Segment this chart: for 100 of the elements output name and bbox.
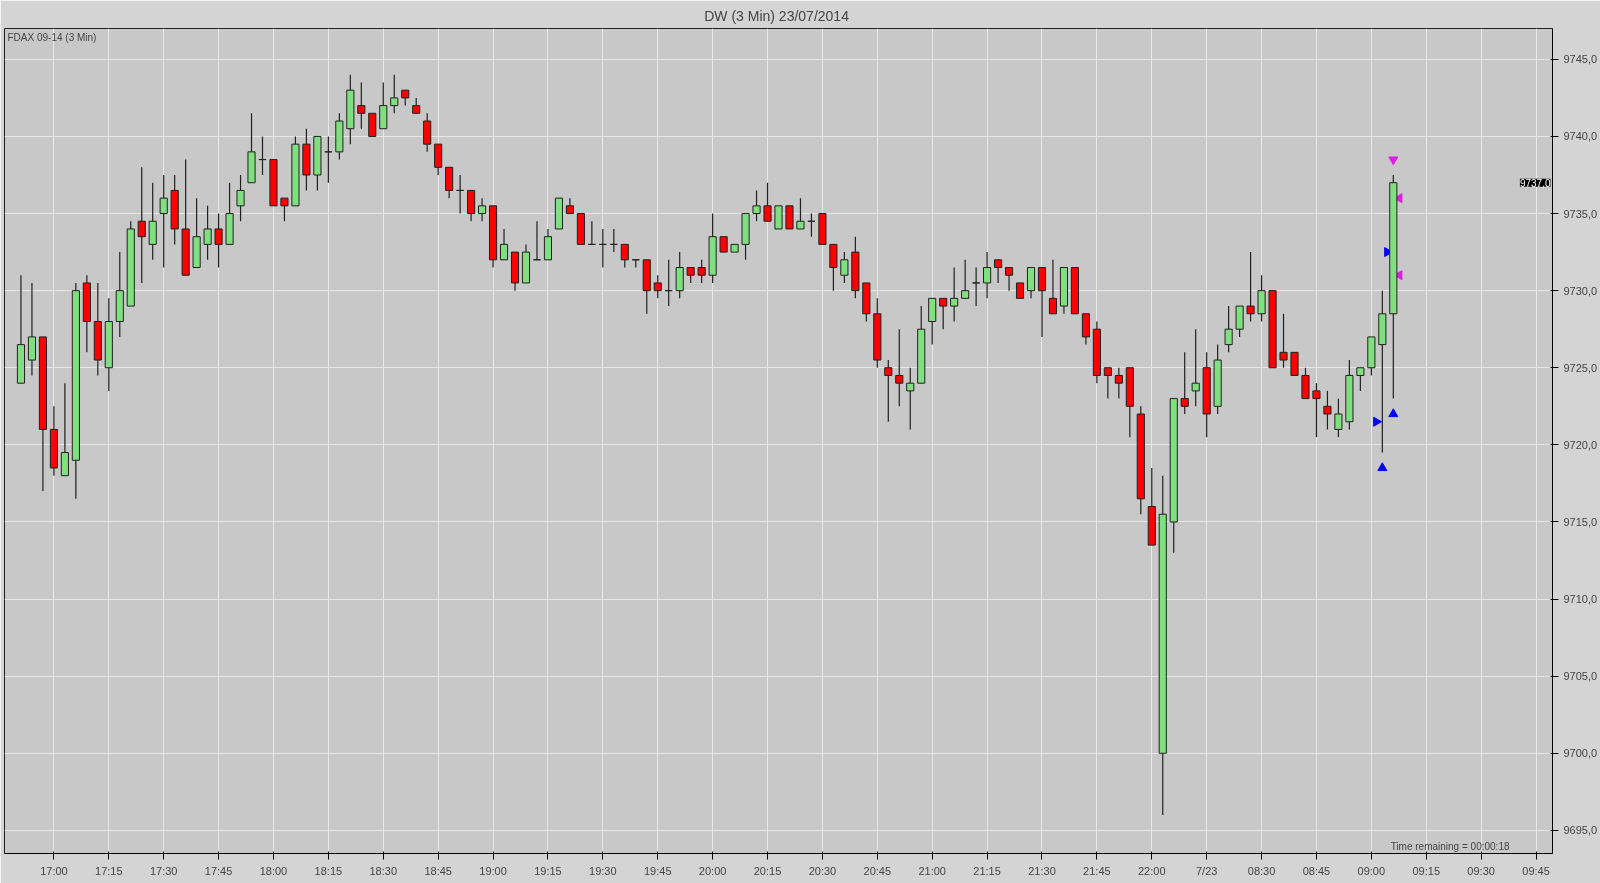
candlestick (1323, 390, 1332, 431)
candlestick (1224, 305, 1233, 353)
candlestick (653, 274, 662, 299)
x-tick-label: 08:45 (1302, 864, 1331, 877)
candlestick (840, 251, 849, 284)
candlestick (379, 81, 388, 130)
candlestick (324, 135, 333, 184)
candlestick (280, 197, 289, 222)
x-tick-label: 17:45 (204, 864, 233, 877)
x-tick-label: 21:00 (918, 864, 946, 877)
x-tick-label: 17:15 (95, 864, 123, 877)
x-tick-label: 20:45 (863, 864, 892, 877)
x-tick-label: 7/23 (1195, 864, 1218, 877)
candlestick (60, 382, 69, 477)
candlestick (1279, 313, 1288, 369)
y-tick-label: 9695,0 (1563, 824, 1598, 837)
x-tick-label: 22:00 (1138, 864, 1166, 877)
y-tick-label: 9740,0 (1563, 130, 1598, 143)
y-tick-label: 9730,0 (1563, 284, 1598, 297)
candlestick (785, 205, 794, 230)
candlestick (1048, 259, 1058, 315)
candlestick (1334, 397, 1343, 438)
annotation: 9737,0 (1519, 177, 1551, 189)
candlestick (1103, 367, 1112, 400)
candlestick (884, 359, 893, 423)
candlestick (478, 197, 487, 222)
candlestick (1037, 266, 1047, 338)
candlestick (423, 112, 432, 153)
x-tick-label: 17:00 (40, 864, 68, 877)
x-tick-label: 18:00 (259, 864, 288, 877)
candlestick (1026, 266, 1036, 299)
candlestick (763, 182, 772, 222)
x-tick-label: 09:15 (1412, 864, 1441, 877)
candlestick (214, 212, 223, 269)
candlestick (1301, 367, 1310, 400)
candlestick (774, 205, 783, 230)
candlestick (829, 243, 838, 292)
candlestick (434, 143, 443, 176)
x-tick-label: 18:45 (424, 864, 452, 877)
x-tick-label: 20:15 (753, 864, 782, 877)
candlestick (148, 182, 157, 261)
candlestick (27, 282, 37, 377)
x-tick-label: 21:15 (973, 864, 1001, 877)
candlestick (895, 328, 904, 407)
x-tick-label: 19:00 (479, 864, 507, 877)
x-tick-label: 21:30 (1028, 864, 1056, 877)
candlestick (961, 259, 970, 299)
x-tick-label: 20:30 (808, 864, 837, 877)
candlestick (796, 197, 805, 230)
candlestick (159, 174, 168, 269)
candlestick (203, 205, 212, 261)
candlestick (137, 166, 146, 284)
candlestick (972, 266, 981, 307)
candlestick (675, 251, 684, 299)
x-tick-label: 08:30 (1247, 864, 1276, 877)
annotation: Time remaining = 00:00:18 (1390, 840, 1510, 852)
y-tick-label: 9715,0 (1563, 515, 1598, 528)
candlestick (543, 228, 553, 261)
candlestick (1235, 305, 1244, 338)
candlestick (928, 297, 937, 346)
candlestick (939, 297, 948, 330)
candlestick (1180, 351, 1189, 415)
candlestick (357, 81, 366, 130)
y-tick-label: 9735,0 (1563, 207, 1598, 220)
y-tick-label: 9745,0 (1563, 53, 1598, 66)
candlestick (1290, 351, 1299, 377)
x-tick-label: 09:30 (1467, 864, 1495, 877)
candlestick (1356, 367, 1365, 392)
x-tick-label: 19:45 (643, 864, 672, 877)
candlestick (1246, 251, 1255, 323)
x-tick-label: 17:30 (149, 864, 178, 877)
candlestick (1191, 328, 1200, 407)
candlestick (620, 243, 629, 269)
x-tick-label: 20:00 (698, 864, 727, 877)
candlestick (906, 367, 915, 431)
candlestick (983, 251, 992, 299)
y-tick-label: 9720,0 (1563, 438, 1598, 451)
x-tick-label: 19:15 (534, 864, 562, 877)
candlestick (390, 74, 399, 114)
candlestick (697, 259, 706, 284)
candlestick (499, 228, 509, 261)
x-tick-label: 19:30 (589, 864, 617, 877)
y-tick-label: 9725,0 (1563, 361, 1598, 374)
y-tick-label: 9705,0 (1563, 670, 1598, 683)
chart-title: DW (3 Min) 23/07/2014 (704, 7, 850, 24)
candlestick (1257, 274, 1266, 323)
candlestick (1114, 367, 1123, 400)
x-tick-label: 18:30 (369, 864, 398, 877)
x-tick-label: 18:15 (314, 864, 343, 877)
candlestick (1004, 266, 1014, 292)
chart-subtitle: FDAX 09-14 (3 Min) (7, 31, 97, 43)
candlestick (752, 189, 761, 222)
candlestick (236, 174, 245, 222)
candlestick (994, 259, 1003, 284)
candlestick (1312, 382, 1321, 438)
y-tick-label: 9710,0 (1563, 593, 1598, 606)
y-tick-label: 9700,0 (1563, 747, 1598, 760)
candlestick (1081, 313, 1090, 346)
candlestick (445, 166, 454, 199)
candlestick (950, 266, 959, 323)
